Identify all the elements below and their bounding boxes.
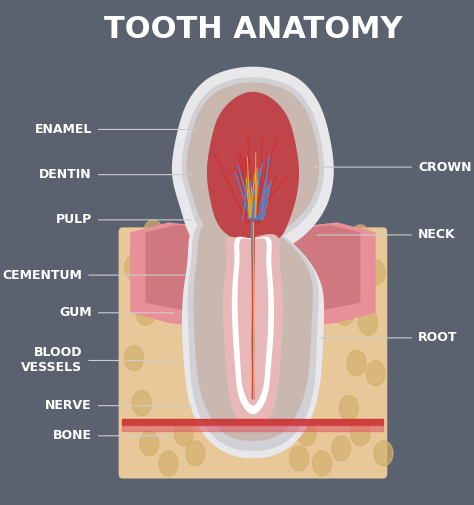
- Polygon shape: [223, 234, 283, 426]
- Circle shape: [347, 350, 366, 376]
- Circle shape: [301, 270, 320, 295]
- Circle shape: [358, 310, 378, 335]
- Text: ROOT: ROOT: [418, 331, 457, 344]
- Text: ENAMEL: ENAMEL: [35, 123, 92, 136]
- Text: NERVE: NERVE: [45, 399, 92, 412]
- Text: GUM: GUM: [59, 306, 92, 319]
- Polygon shape: [130, 217, 376, 328]
- Circle shape: [140, 431, 159, 456]
- Polygon shape: [188, 213, 319, 451]
- Circle shape: [366, 260, 385, 285]
- Text: PULP: PULP: [55, 213, 92, 226]
- Polygon shape: [207, 92, 299, 241]
- Text: CEMENTUM: CEMENTUM: [2, 269, 82, 282]
- Circle shape: [144, 220, 163, 245]
- Text: NECK: NECK: [418, 228, 456, 241]
- Circle shape: [124, 255, 144, 280]
- Polygon shape: [146, 221, 360, 317]
- Polygon shape: [172, 67, 334, 261]
- Circle shape: [297, 421, 316, 446]
- FancyBboxPatch shape: [118, 227, 387, 479]
- Circle shape: [136, 300, 155, 325]
- Text: BONE: BONE: [53, 429, 92, 442]
- Circle shape: [332, 436, 351, 461]
- Circle shape: [124, 345, 144, 371]
- Circle shape: [174, 421, 193, 446]
- Polygon shape: [186, 82, 319, 242]
- Polygon shape: [182, 77, 324, 248]
- Text: BLOOD
VESSELS: BLOOD VESSELS: [21, 346, 82, 375]
- Circle shape: [290, 446, 309, 471]
- Polygon shape: [193, 216, 313, 441]
- Polygon shape: [182, 212, 324, 459]
- Text: CROWN: CROWN: [418, 161, 472, 174]
- Polygon shape: [232, 237, 274, 414]
- Circle shape: [312, 451, 332, 476]
- Text: TOOTH ANATOMY: TOOTH ANATOMY: [104, 15, 402, 43]
- Circle shape: [339, 395, 358, 421]
- Text: DENTIN: DENTIN: [39, 168, 92, 181]
- Circle shape: [336, 300, 355, 325]
- Circle shape: [351, 421, 370, 446]
- Circle shape: [374, 441, 393, 466]
- Circle shape: [159, 451, 178, 476]
- Polygon shape: [237, 238, 268, 406]
- Circle shape: [351, 225, 370, 250]
- Circle shape: [366, 361, 385, 386]
- Circle shape: [186, 441, 205, 466]
- Circle shape: [320, 255, 339, 280]
- Circle shape: [166, 270, 186, 295]
- Circle shape: [132, 390, 151, 416]
